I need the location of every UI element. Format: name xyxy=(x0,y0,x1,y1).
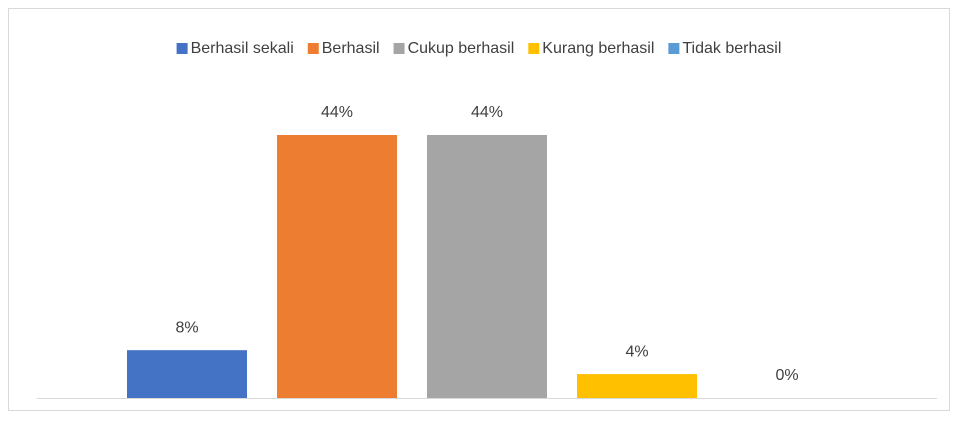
bar xyxy=(277,135,397,398)
legend-swatch xyxy=(528,43,540,54)
legend-label: Berhasil xyxy=(322,40,380,57)
data-label: 0% xyxy=(775,367,798,384)
data-label: 4% xyxy=(625,343,648,360)
legend-swatch xyxy=(176,43,188,54)
legend-item: Cukup berhasil xyxy=(393,40,515,57)
legend-item: Tidak berhasil xyxy=(668,40,781,57)
bar xyxy=(427,135,547,398)
legend-swatch xyxy=(307,43,319,54)
legend-label: Berhasil sekali xyxy=(191,40,294,57)
bar xyxy=(577,374,697,398)
legend-label: Cukup berhasil xyxy=(408,40,515,57)
data-label: 44% xyxy=(471,104,503,121)
legend-label: Tidak berhasil xyxy=(682,40,781,57)
legend-label: Kurang berhasil xyxy=(542,40,654,57)
legend-swatch xyxy=(668,43,680,54)
bar xyxy=(127,350,247,398)
data-label: 8% xyxy=(175,319,198,336)
legend-item: Berhasil xyxy=(307,40,380,57)
data-label: 44% xyxy=(321,104,353,121)
legend-swatch xyxy=(393,43,405,54)
legend-item: Berhasil sekali xyxy=(176,40,294,57)
legend-item: Kurang berhasil xyxy=(528,40,654,57)
